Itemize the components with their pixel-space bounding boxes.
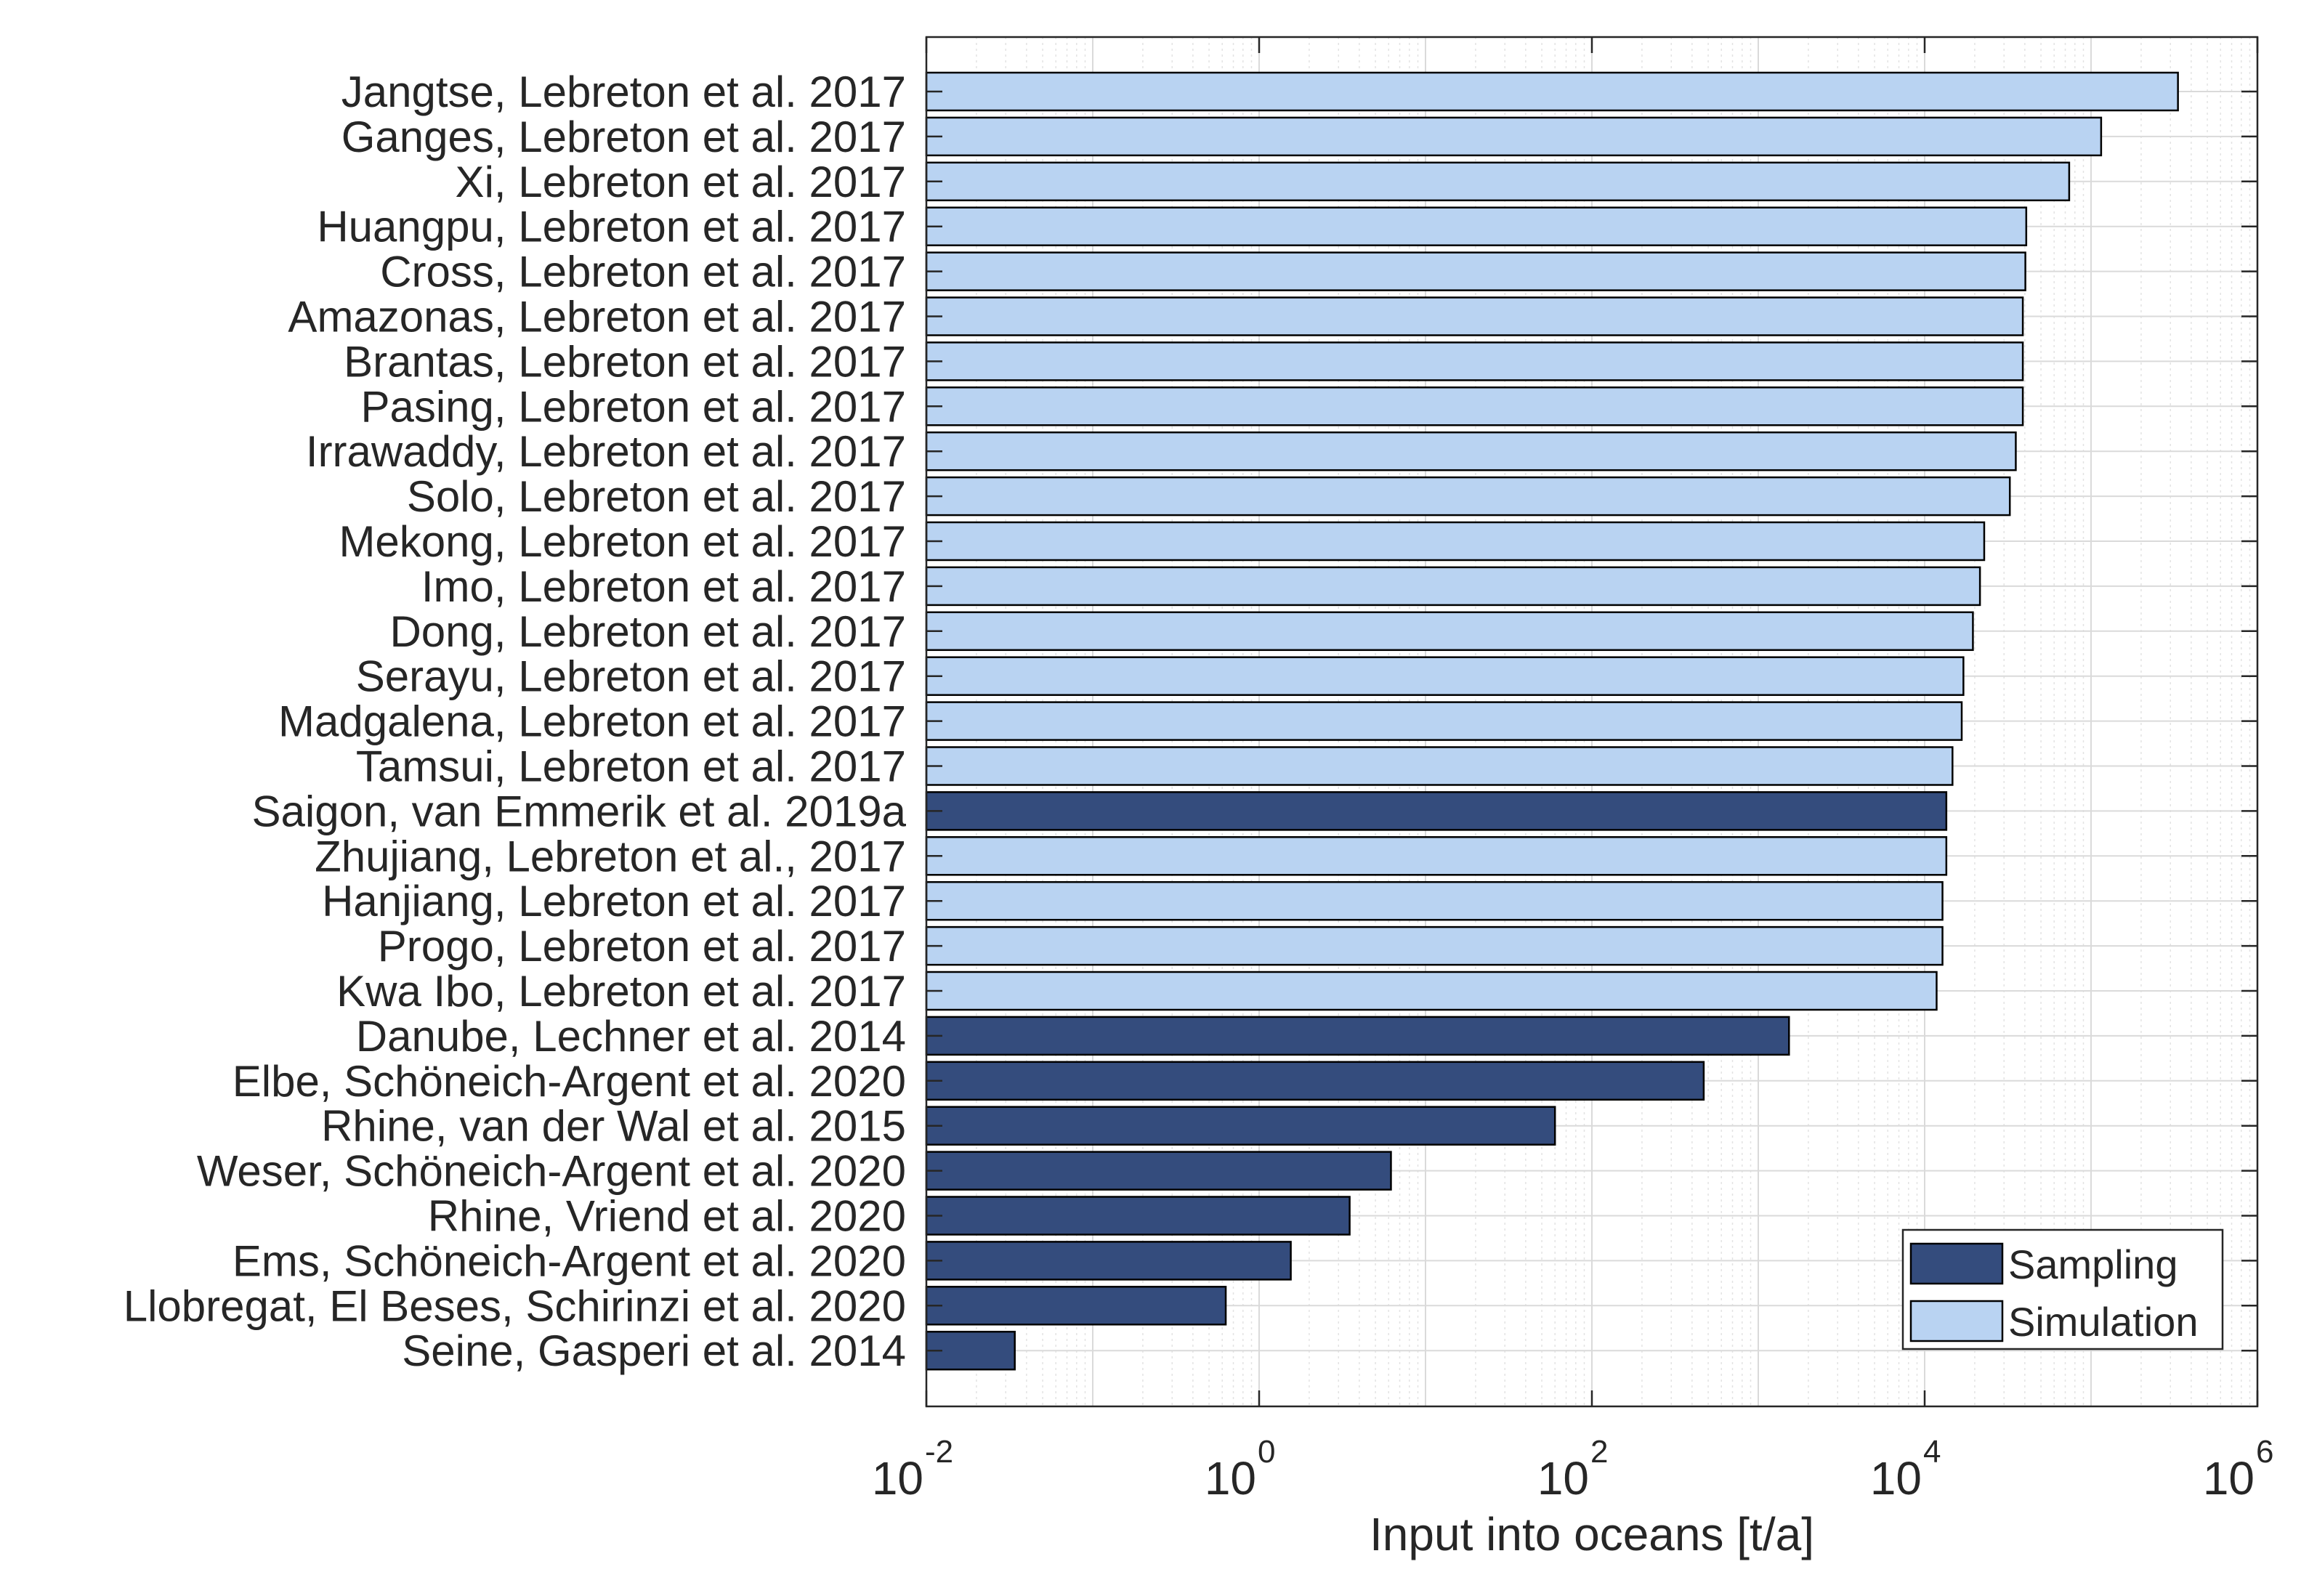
bar xyxy=(925,925,1944,966)
category-label: Serayu, Lebreton et al. 2017 xyxy=(356,652,906,701)
legend-swatch-simulation xyxy=(1909,1300,2004,1342)
category-label: Madgalena, Lebreton et al. 2017 xyxy=(278,697,906,746)
category-label: Dong, Lebreton et al. 2017 xyxy=(389,607,906,656)
x-tick-label-exponent: 2 xyxy=(1590,1434,1608,1470)
bar xyxy=(925,521,1986,562)
category-label: Hanjiang, Lebreton et al. 2017 xyxy=(322,877,906,925)
x-tick-label-exponent: 6 xyxy=(2256,1434,2273,1470)
category-label: Xi, Lebreton et al. 2017 xyxy=(456,158,906,206)
category-label: Mekong, Lebreton et al. 2017 xyxy=(339,517,906,566)
category-label: Zhujiang, Lebreton et al., 2017 xyxy=(315,832,906,880)
x-tick-label: 10-2 xyxy=(872,1434,953,1504)
category-label: Rhine, Vriend et al. 2020 xyxy=(428,1192,906,1241)
category-label: Ganges, Lebreton et al. 2017 xyxy=(341,113,906,161)
x-tick-label-base: 10 xyxy=(872,1452,923,1504)
bar xyxy=(925,1241,1292,1281)
category-label: Llobregat, El Beses, Schirinzi et al. 20… xyxy=(124,1281,906,1330)
category-label: Irrawaddy, Lebreton et al. 2017 xyxy=(306,427,906,476)
x-tick-label-base: 10 xyxy=(1205,1452,1256,1504)
x-tick-label-exponent: 4 xyxy=(1923,1434,1941,1470)
bar xyxy=(925,701,1963,741)
bar xyxy=(925,611,1974,652)
bar xyxy=(925,71,2179,112)
bar xyxy=(925,476,2011,517)
bar xyxy=(925,971,1938,1011)
category-label: Progo, Lebreton et al. 2017 xyxy=(378,922,906,971)
category-label: Kwa Ibo, Lebreton et al. 2017 xyxy=(336,967,906,1016)
legend-label-simulation: Simulation xyxy=(2008,1299,2198,1345)
category-label: Jangtse, Lebreton et al. 2017 xyxy=(341,68,906,116)
category-label: Rhine, van der Wal et al. 2015 xyxy=(321,1102,906,1151)
bar xyxy=(925,431,2017,471)
bar xyxy=(925,836,1948,876)
x-axis-label: Input into oceans [t/a] xyxy=(1370,1508,1814,1560)
category-label: Pasing, Lebreton et al. 2017 xyxy=(360,382,906,431)
x-tick-label: 100 xyxy=(1205,1434,1276,1504)
bars xyxy=(925,71,2179,1371)
legend-swatch-sampling xyxy=(1909,1242,2004,1285)
category-label: Elbe, Schöneich-Argent et al. 2020 xyxy=(232,1057,906,1106)
x-tick-label-base: 10 xyxy=(2203,1452,2255,1504)
bar xyxy=(925,1286,1227,1326)
category-label: Weser, Schöneich-Argent et al. 2020 xyxy=(197,1147,906,1196)
bar xyxy=(925,656,1965,696)
x-tick-label: 102 xyxy=(1537,1434,1609,1504)
category-label: Huangpu, Lebreton et al. 2017 xyxy=(317,203,906,251)
bar xyxy=(925,386,2024,426)
bar xyxy=(925,116,2103,157)
bar xyxy=(925,206,2028,246)
category-label: Imo, Lebreton et al. 2017 xyxy=(421,562,906,611)
bar xyxy=(925,161,2071,202)
category-label: Danube, Lechner et al. 2014 xyxy=(356,1012,906,1061)
x-tick-label-exponent: -2 xyxy=(925,1434,953,1470)
x-tick-label-base: 10 xyxy=(1537,1452,1589,1504)
category-label: Seine, Gasperi et al. 2014 xyxy=(402,1326,906,1375)
bar xyxy=(925,746,1954,786)
bar xyxy=(925,1106,1556,1146)
category-label: Brantas, Lebreton et al. 2017 xyxy=(344,337,906,386)
bar xyxy=(925,296,2024,336)
bar xyxy=(925,251,2026,291)
x-tick-label-base: 10 xyxy=(1870,1452,1922,1504)
bar xyxy=(925,341,2024,381)
bar xyxy=(925,1151,1392,1191)
axis-ticks xyxy=(925,37,2259,1406)
bar xyxy=(925,566,1981,607)
legend-label-sampling: Sampling xyxy=(2008,1241,2178,1287)
x-tick-label: 106 xyxy=(2203,1434,2274,1504)
category-label: Solo, Lebreton et al. 2017 xyxy=(407,472,906,521)
category-label: Cross, Lebreton et al. 2017 xyxy=(380,248,906,296)
legend: Sampling Simulation xyxy=(1901,1228,2224,1350)
category-label: Tamsui, Lebreton et al. 2017 xyxy=(356,742,906,791)
bar xyxy=(925,1196,1351,1236)
bar xyxy=(925,1016,1790,1056)
category-label: Amazonas, Lebreton et al. 2017 xyxy=(288,293,906,341)
bar xyxy=(925,880,1944,921)
bar xyxy=(925,1061,1705,1101)
x-tick-label: 104 xyxy=(1870,1434,1941,1504)
category-label: Ems, Schöneich-Argent et al. 2020 xyxy=(232,1236,906,1285)
bar xyxy=(925,791,1948,831)
x-tick-label-exponent: 0 xyxy=(1258,1434,1275,1470)
category-label: Saigon, van Emmerik et al. 2019a xyxy=(252,787,907,835)
